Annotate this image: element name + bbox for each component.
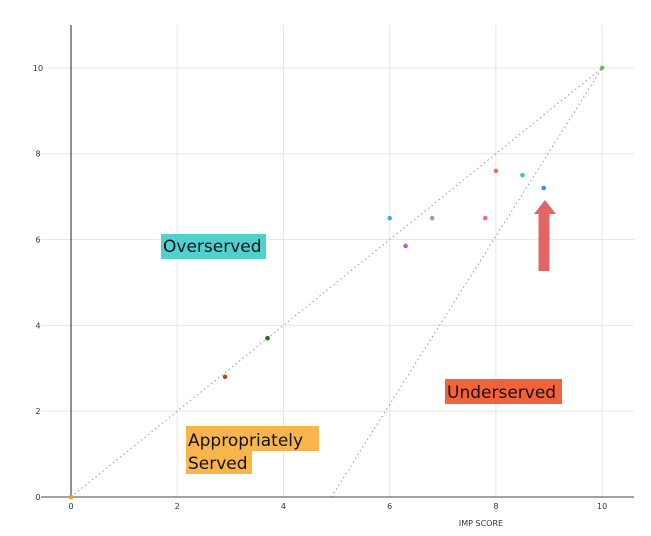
served-label: Served	[188, 454, 248, 474]
axes	[41, 25, 634, 498]
data-point	[68, 494, 74, 500]
x-tick-label: 0	[68, 502, 73, 511]
up-arrow-icon	[534, 200, 556, 271]
underserved-label-group: Underserved	[445, 379, 562, 404]
reference-lines	[70, 67, 603, 498]
appropriately-label: Appropriately	[188, 431, 303, 451]
data-point	[403, 243, 408, 249]
y-tick-label: 4	[35, 321, 40, 330]
x-tick-label: 4	[281, 502, 286, 511]
x-tick-label: 8	[493, 502, 498, 511]
y-tick-label: 2	[35, 407, 40, 416]
data-point	[222, 374, 228, 380]
y-tick-label: 10	[33, 64, 43, 73]
data-point	[387, 215, 392, 221]
underserved-label: Underserved	[447, 383, 556, 403]
overserved-label-group: Overserved	[161, 234, 266, 259]
data-point	[541, 185, 547, 191]
reference-line	[70, 67, 603, 498]
y-tick-label: 0	[35, 493, 40, 502]
appropriately-background-line2	[186, 450, 252, 474]
appropriately-background-line1	[186, 426, 319, 451]
y-tick-label: 8	[35, 150, 40, 159]
data-point	[520, 172, 525, 178]
x-axis-title: IMP SCORE	[459, 519, 503, 528]
data-points	[68, 65, 605, 500]
data-point	[265, 335, 270, 341]
underserved-background	[445, 379, 562, 404]
data-point	[429, 215, 435, 221]
x-tick-label: 6	[387, 502, 392, 511]
x-tick-label: 10	[597, 502, 607, 511]
data-point	[493, 168, 499, 174]
appropriately-served-label-group: Appropriately Served	[186, 426, 319, 474]
x-tick-label: 2	[175, 502, 180, 511]
y-tick-label: 6	[35, 236, 40, 245]
tick-labels: 0 2 4 6 8 10 0 2 4 6 8 10	[33, 64, 607, 511]
overserved-label: Overserved	[163, 237, 262, 257]
overserved-background	[161, 234, 266, 259]
data-point	[599, 65, 605, 71]
data-point	[482, 215, 488, 221]
reference-line	[330, 67, 603, 498]
